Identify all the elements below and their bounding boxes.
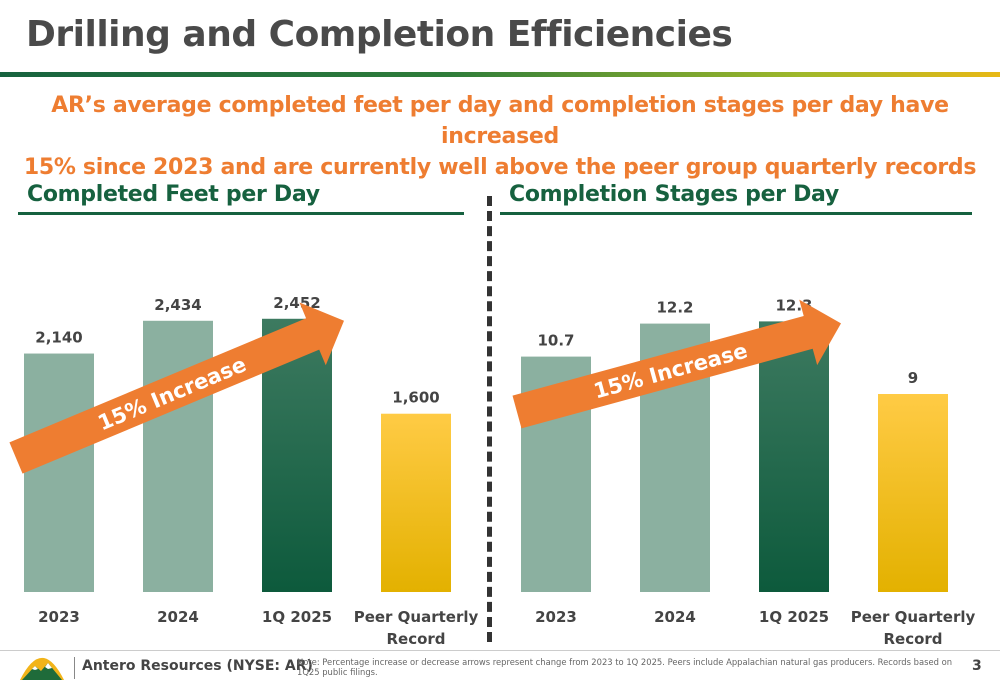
left-chart-title: Completed Feet per Day <box>27 182 320 207</box>
data-label: 1,600 <box>392 389 439 407</box>
panel-divider <box>487 196 492 642</box>
bar-1q-2025 <box>759 321 829 592</box>
category-label: 2023 <box>535 608 577 626</box>
headline-line-1: AR’s average completed feet per day and … <box>51 93 949 149</box>
category-label: 2023 <box>38 608 80 626</box>
data-label: 10.7 <box>537 332 574 350</box>
title-divider <box>0 72 1000 77</box>
headline: AR’s average completed feet per day and … <box>0 90 1000 183</box>
category-label: Record <box>386 630 445 648</box>
bar-2024 <box>143 320 213 592</box>
right-chart-title: Completion Stages per Day <box>509 182 839 207</box>
bar-2023 <box>24 353 94 592</box>
footnote: Note: Percentage increase or decrease ar… <box>297 657 953 677</box>
category-label: 2024 <box>157 608 199 626</box>
footer-divider <box>0 650 1000 651</box>
footer-separator <box>74 657 75 679</box>
category-label: 2024 <box>654 608 696 626</box>
left-chart-rule <box>18 212 464 215</box>
category-label: Record <box>883 630 942 648</box>
data-label: 12.2 <box>656 299 693 317</box>
data-label: 9 <box>908 369 918 387</box>
company-name: Antero Resources (NYSE: AR) <box>82 658 313 674</box>
data-label: 2,140 <box>35 329 82 347</box>
bar-peer-quarterly-record <box>878 394 948 592</box>
bar-peer-quarterly-record <box>381 413 451 592</box>
data-label: 2,434 <box>154 296 201 314</box>
page-number: 3 <box>972 658 982 674</box>
category-label: Peer Quarterly <box>851 608 976 626</box>
page-title: Drilling and Completion Efficiencies <box>26 14 733 55</box>
category-label: 1Q 2025 <box>262 608 332 626</box>
right-chart-rule <box>500 212 972 215</box>
headline-line-2: 15% since 2023 and are currently well ab… <box>23 155 977 180</box>
mountain-logo-icon <box>18 652 66 685</box>
category-label: 1Q 2025 <box>759 608 829 626</box>
category-label: Peer Quarterly <box>354 608 479 626</box>
